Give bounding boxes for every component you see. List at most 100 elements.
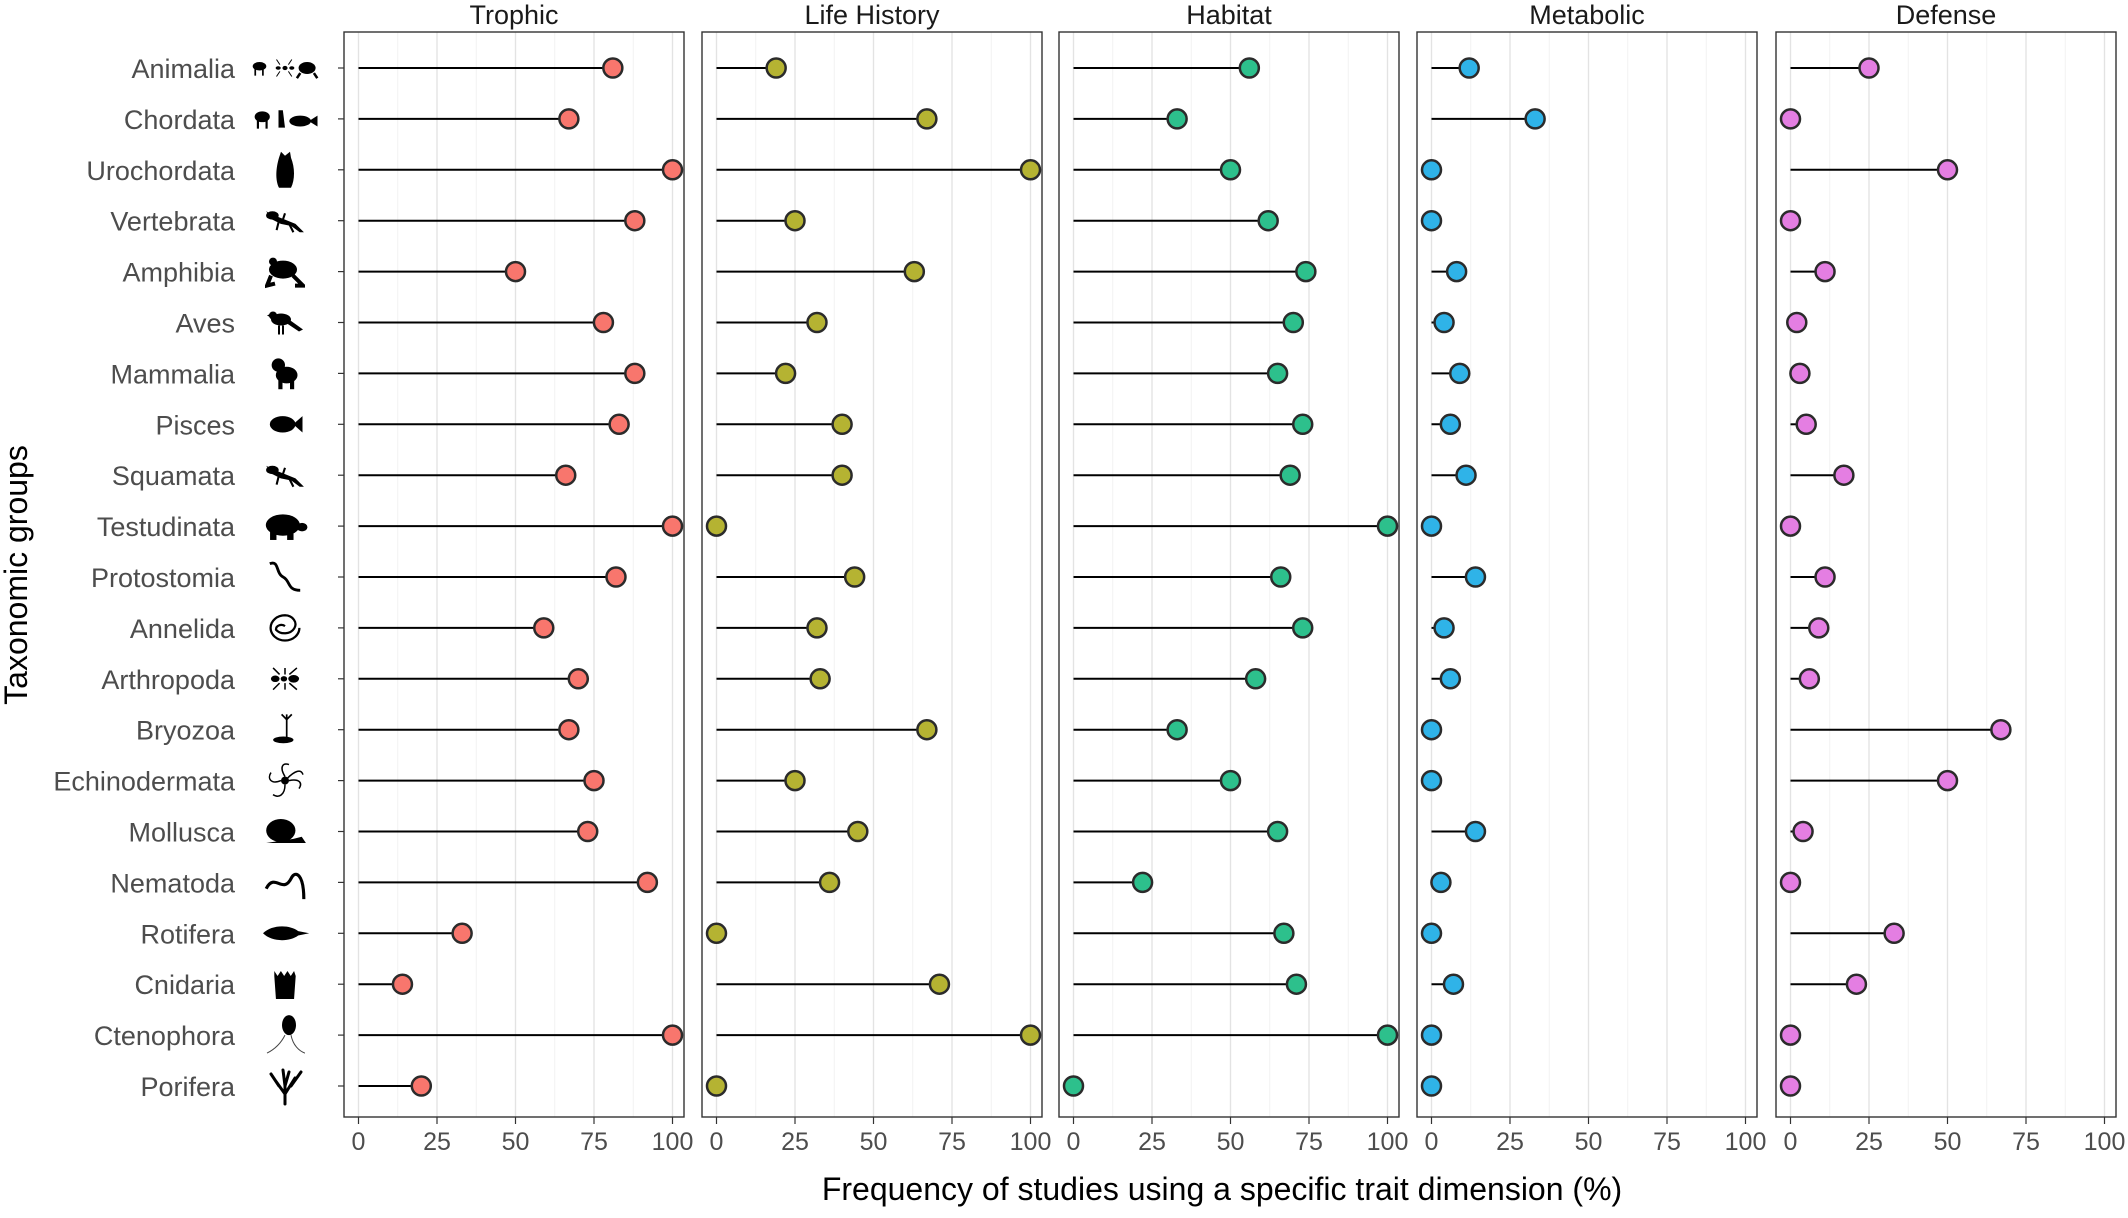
category-label: Aves <box>175 309 235 339</box>
panel-trophic: Trophic 0 25 50 75 100 <box>343 0 693 1156</box>
brittle-star-silhouette-icon <box>268 763 304 797</box>
x-tick-label: 100 <box>1725 1128 1767 1156</box>
x-tick-label: 25 <box>1138 1128 1166 1156</box>
panel-defense: Defense 0 25 50 75 100 <box>1775 0 2126 1156</box>
panel-border <box>1775 31 2117 1118</box>
data-point <box>1019 159 1042 181</box>
category-label: Porifera <box>140 1072 236 1102</box>
data-point <box>391 973 414 995</box>
category-label: Mammalia <box>110 359 236 389</box>
data-point <box>1420 209 1443 232</box>
data-point <box>554 464 577 486</box>
data-point <box>705 515 728 537</box>
data-point <box>661 515 684 537</box>
ant-silhouette-icon <box>270 667 300 691</box>
ram-silhouette-icon <box>271 358 298 390</box>
category-label: Testudinata <box>97 512 236 542</box>
data-point <box>410 1075 433 1097</box>
data-point <box>1219 159 1242 181</box>
panel-title: Trophic <box>469 0 558 30</box>
worm-silhouette-icon <box>268 561 302 592</box>
data-point <box>903 260 926 283</box>
data-point <box>1833 464 1855 486</box>
category-label: Vertebrata <box>110 207 236 237</box>
category-label: Animalia <box>131 54 236 84</box>
data-point <box>661 1024 684 1046</box>
data-point <box>1166 108 1188 130</box>
data-point <box>504 260 527 283</box>
x-tick-label: 0 <box>710 1128 724 1156</box>
category-label: Chordata <box>124 105 236 135</box>
data-point <box>1420 718 1443 741</box>
data-point <box>1295 260 1317 283</box>
x-tick-label: 75 <box>2012 1128 2040 1156</box>
data-point <box>1779 1024 1802 1046</box>
data-point <box>1376 515 1399 537</box>
x-tick-label: 25 <box>1855 1128 1883 1156</box>
data-point <box>1883 922 1905 945</box>
panel-metabolic: Metabolic 0 25 50 75 100 <box>1416 0 1767 1156</box>
data-point <box>1420 1024 1443 1046</box>
category-label: Cnidaria <box>134 970 236 1000</box>
lizard-silhouette-icon <box>265 210 305 234</box>
x-tick-label: 100 <box>2084 1128 2126 1156</box>
category-label: Mollusca <box>128 818 236 848</box>
data-point <box>1458 57 1480 79</box>
data-point <box>1990 718 2012 741</box>
data-point <box>1779 1075 1802 1097</box>
data-point <box>774 362 797 385</box>
data-point <box>1285 973 1308 995</box>
data-point <box>1257 209 1279 232</box>
x-tick-label: 25 <box>781 1128 809 1156</box>
data-point <box>1449 362 1471 385</box>
x-tick-label: 0 <box>1067 1128 1081 1156</box>
x-tick-label: 50 <box>1217 1128 1245 1156</box>
lizard-silhouette-icon <box>265 464 305 488</box>
panel-life-history: Life History 0 25 50 75 100 <box>701 0 1052 1156</box>
data-point <box>1376 1024 1399 1046</box>
axis-labels: Frequency of studies using a specific tr… <box>0 445 1622 1207</box>
data-point <box>1464 820 1487 843</box>
x-tick-label: 25 <box>1496 1128 1524 1156</box>
x-tick-label: 75 <box>938 1128 966 1156</box>
x-tick-label: 100 <box>1010 1128 1052 1156</box>
data-point <box>784 209 806 232</box>
data-point <box>806 617 828 639</box>
category-icons: Animalia Chordata Urochordata Vertebrata Amp… <box>53 54 344 1106</box>
data-point <box>784 769 806 792</box>
data-point <box>558 108 580 130</box>
panel-border <box>343 31 685 1118</box>
y-axis-title: Taxonomic groups <box>0 445 34 705</box>
panel-title: Metabolic <box>1529 0 1645 30</box>
panel-border <box>701 31 1043 1118</box>
data-point <box>818 871 841 894</box>
data-point <box>1464 566 1487 588</box>
data-point <box>928 973 951 995</box>
sponge-silhouette-icon <box>269 1068 303 1106</box>
data-point <box>831 413 853 436</box>
data-point <box>1291 617 1314 639</box>
data-point <box>661 159 684 181</box>
data-point <box>533 617 555 639</box>
data-point <box>1814 566 1836 588</box>
data-point <box>1266 820 1289 843</box>
data-point <box>1439 413 1462 436</box>
x-tick-label: 50 <box>502 1128 530 1156</box>
data-point <box>1445 260 1468 283</box>
panel-title: Habitat <box>1186 0 1272 30</box>
category-label: Urochordata <box>86 156 236 186</box>
data-point <box>1779 108 1802 130</box>
data-point <box>1779 209 1802 232</box>
data-point <box>605 566 627 588</box>
data-point <box>1455 464 1477 486</box>
data-point <box>624 362 646 385</box>
data-point <box>1131 871 1154 894</box>
frog-silhouette-icon <box>267 258 303 286</box>
panel-title: Life History <box>804 0 940 30</box>
data-point <box>1795 413 1817 436</box>
data-point <box>1936 159 1959 181</box>
turtle-silhouette-icon <box>265 514 308 540</box>
data-point <box>1269 566 1292 588</box>
